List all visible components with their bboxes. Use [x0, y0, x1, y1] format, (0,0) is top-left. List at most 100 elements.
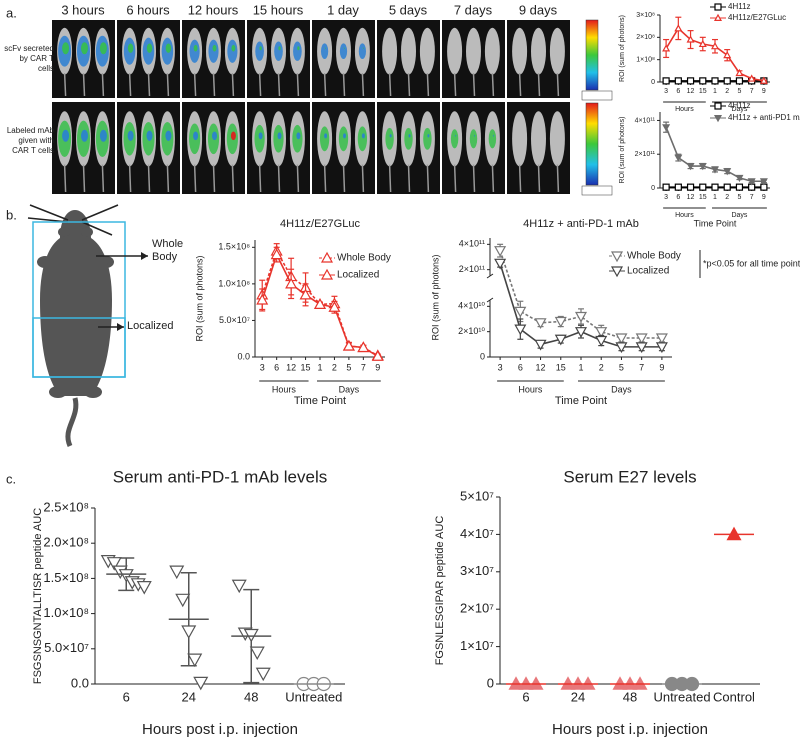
- marker: [635, 333, 648, 345]
- signal: [277, 132, 282, 140]
- marker: [270, 248, 283, 260]
- marker: [735, 174, 744, 183]
- legend-label: 4H11z: [728, 101, 751, 110]
- y-tick-label: 3×10⁷: [460, 563, 494, 578]
- x-tick-label: 48: [623, 689, 637, 704]
- group-label: Hours: [675, 106, 694, 113]
- x-tick-label: 2: [332, 362, 337, 372]
- x-tick-label: Untreated: [285, 689, 342, 704]
- signal: [324, 133, 328, 139]
- mouse-tail: [361, 164, 365, 193]
- time-label: 9 days: [519, 2, 558, 17]
- signal: [99, 129, 107, 142]
- x-tick-label: 9: [762, 88, 766, 95]
- x-tick-label: 1: [317, 362, 322, 372]
- marker: [662, 77, 670, 85]
- mouse-tail: [166, 164, 170, 193]
- y-tick-label: 0: [651, 185, 655, 192]
- y-tick-label: 4×10¹⁰: [458, 301, 485, 311]
- marker: [686, 77, 695, 85]
- marker: [674, 77, 682, 85]
- signal: [165, 130, 172, 141]
- mouse-tail: [101, 73, 105, 97]
- marker: [686, 35, 695, 43]
- signal: [450, 129, 459, 149]
- marker: [342, 339, 355, 351]
- y-tick-label: 1.5×10⁸: [218, 242, 250, 252]
- mouse-tail: [128, 164, 132, 193]
- signal: [338, 126, 349, 152]
- x-tick-label: 12: [536, 362, 546, 372]
- signal: [81, 129, 88, 142]
- x-tick-label: Untreated: [653, 689, 710, 704]
- x-tick-label: 2: [599, 362, 604, 372]
- signal: [231, 44, 236, 52]
- marker: [711, 183, 719, 191]
- mouse-tail: [258, 73, 262, 97]
- y-tick-label: 0: [651, 79, 655, 86]
- mouse-tail: [82, 164, 86, 193]
- mouse-tail: [63, 164, 67, 193]
- mouse-body: [447, 27, 463, 75]
- y-tick-label: 2.0×10⁸: [43, 535, 89, 550]
- mouse-tail: [426, 73, 430, 97]
- signal: [255, 41, 264, 61]
- mouse-tail: [147, 164, 151, 193]
- mouse-tail: [296, 73, 300, 97]
- y-tick-label: 1.5×10⁸: [43, 570, 89, 585]
- time-label: 7 days: [454, 2, 493, 17]
- x-tick-label: 3: [260, 362, 265, 372]
- mouse-tail: [128, 73, 132, 97]
- signal: [358, 43, 367, 60]
- mouse-body: [531, 27, 546, 75]
- marker: [554, 334, 567, 346]
- y-axis-label: ROI (sum of photons): [194, 255, 204, 341]
- marker: [723, 50, 732, 59]
- chart-title: 4H11z + anti-PD-1 mAb: [523, 218, 639, 230]
- marker: [175, 593, 191, 608]
- time-label: 15 hours: [253, 2, 304, 17]
- signal: [165, 43, 172, 53]
- color-bar-box: [581, 185, 613, 196]
- marker: [554, 316, 567, 328]
- mouse-tail: [342, 164, 346, 193]
- x-tick-label: 7: [750, 88, 754, 95]
- marker: [615, 342, 628, 354]
- marker: [635, 342, 648, 354]
- mouse-tail: [193, 73, 197, 97]
- x-tick-label: 48: [244, 689, 258, 704]
- y-tick-label: 2×10¹¹: [635, 151, 656, 158]
- mouse-tail: [518, 73, 522, 97]
- y-tick-label: 2×10¹⁰: [458, 326, 485, 336]
- group-label: Days: [611, 384, 632, 394]
- signal: [361, 133, 365, 139]
- y-tick-label: 0.0: [237, 351, 250, 361]
- marker: [243, 628, 259, 643]
- panel-label: b.: [6, 207, 17, 222]
- x-axis-label: Hours post i.p. injection: [142, 721, 298, 738]
- mouse-tail: [277, 73, 281, 97]
- marker: [231, 579, 247, 594]
- marker: [595, 327, 608, 338]
- time-label: 3 hours: [61, 2, 105, 17]
- y-tick-label: 3×10⁸: [636, 12, 655, 19]
- marker: [136, 581, 152, 595]
- legend-label: 4H11z: [728, 2, 751, 11]
- signal: [230, 131, 236, 141]
- axis-break: [486, 297, 494, 303]
- marker: [747, 74, 756, 82]
- x-tick-label: 5: [619, 362, 624, 372]
- mouse-tail: [407, 73, 411, 97]
- mouse-tail: [407, 164, 411, 193]
- signal: [488, 129, 497, 149]
- mouse-tail: [101, 164, 105, 193]
- signal: [127, 130, 134, 141]
- y-axis-label: ROI (sum of photons): [430, 254, 440, 340]
- signal: [319, 126, 330, 152]
- signal: [469, 129, 478, 149]
- panel-label: a.: [6, 5, 17, 20]
- mouse-tail: [361, 73, 365, 97]
- x-tick-label: 6: [518, 362, 523, 372]
- x-tick-label: 5: [737, 194, 741, 201]
